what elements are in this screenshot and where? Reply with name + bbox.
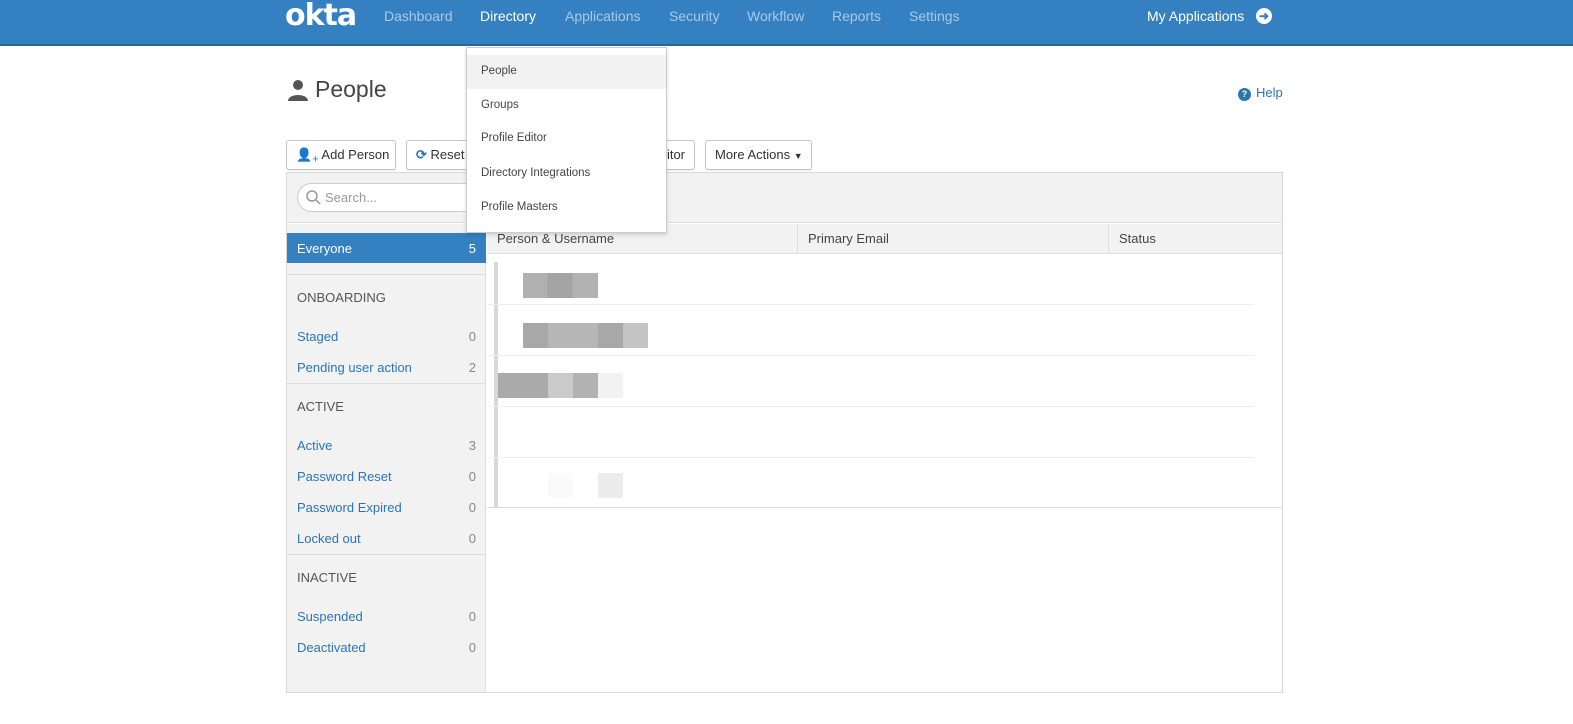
section-header-onboarding: ONBOARDING xyxy=(297,290,386,305)
nav-directory[interactable]: Directory xyxy=(480,8,537,24)
search-icon xyxy=(306,190,321,205)
nav-applications[interactable]: Applications xyxy=(565,8,641,24)
section-header-inactive: INACTIVE xyxy=(297,570,357,585)
nav-workflow[interactable]: Workflow xyxy=(747,8,805,24)
menu-item-profile-masters[interactable]: Profile Masters xyxy=(481,201,558,213)
redacted-block xyxy=(523,273,598,298)
divider xyxy=(287,554,486,555)
add-person-button[interactable]: 👤+ Add Person xyxy=(286,140,396,170)
okta-logo[interactable]: okta xyxy=(285,0,357,33)
caret-down-icon: ▼ xyxy=(793,151,803,161)
redacted-block xyxy=(523,323,648,348)
menu-item-directory-integrations[interactable]: Directory Integrations xyxy=(481,167,591,179)
row-divider xyxy=(487,406,1254,407)
help-icon: ? xyxy=(1238,88,1251,101)
nav-security[interactable]: Security xyxy=(669,8,720,24)
row-divider xyxy=(487,355,1254,356)
redacted-block xyxy=(498,373,623,398)
menu-item-highlight xyxy=(467,55,666,89)
sidebar-item-deactivated[interactable]: Deactivated 0 xyxy=(297,640,476,655)
menu-item-profile-editor[interactable]: Profile Editor xyxy=(481,132,547,144)
top-nav-bar xyxy=(0,0,1573,46)
redacted-block xyxy=(598,473,623,498)
help-link[interactable]: ? Help xyxy=(1238,85,1283,101)
page-title: People xyxy=(315,76,387,102)
add-person-icon: 👤+ xyxy=(296,147,319,166)
menu-item-people[interactable]: People xyxy=(481,65,517,77)
nav-settings[interactable]: Settings xyxy=(909,8,960,24)
search-input[interactable]: Search... xyxy=(297,183,497,212)
sidebar-item-locked-out[interactable]: Locked out 0 xyxy=(297,531,476,546)
section-header-active: ACTIVE xyxy=(297,399,344,414)
sidebar-item-password-reset[interactable]: Password Reset 0 xyxy=(297,469,476,484)
divider xyxy=(287,274,486,275)
row-divider xyxy=(487,457,1254,458)
sidebar xyxy=(287,224,486,692)
sidebar-item-suspended[interactable]: Suspended 0 xyxy=(297,609,476,624)
sidebar-item-password-expired[interactable]: Password Expired 0 xyxy=(297,500,476,515)
refresh-icon: ⟳ xyxy=(416,147,427,162)
sidebar-item-everyone[interactable]: Everyone 5 xyxy=(287,233,486,263)
sidebar-item-active[interactable]: Active 3 xyxy=(297,438,476,453)
row-divider xyxy=(487,507,1282,508)
nav-dashboard[interactable]: Dashboard xyxy=(384,8,453,24)
row-divider xyxy=(487,304,1254,305)
my-applications-link[interactable]: My Applications xyxy=(1147,8,1245,24)
redacted-block xyxy=(548,473,573,498)
help-label: Help xyxy=(1256,85,1283,100)
divider xyxy=(287,383,486,384)
loading-bar xyxy=(494,262,498,507)
column-header-email[interactable]: Primary Email xyxy=(798,224,1109,254)
person-icon xyxy=(288,80,308,101)
column-header-status[interactable]: Status xyxy=(1109,224,1282,254)
sidebar-item-pending[interactable]: Pending user action 2 xyxy=(297,360,476,375)
more-actions-dropdown[interactable]: More Actions ▼ xyxy=(705,140,812,170)
menu-item-groups[interactable]: Groups xyxy=(481,99,519,111)
arrow-right-circle-icon[interactable]: ➜ xyxy=(1256,8,1272,24)
nav-reports[interactable]: Reports xyxy=(832,8,882,24)
sidebar-item-staged[interactable]: Staged 0 xyxy=(297,329,476,344)
